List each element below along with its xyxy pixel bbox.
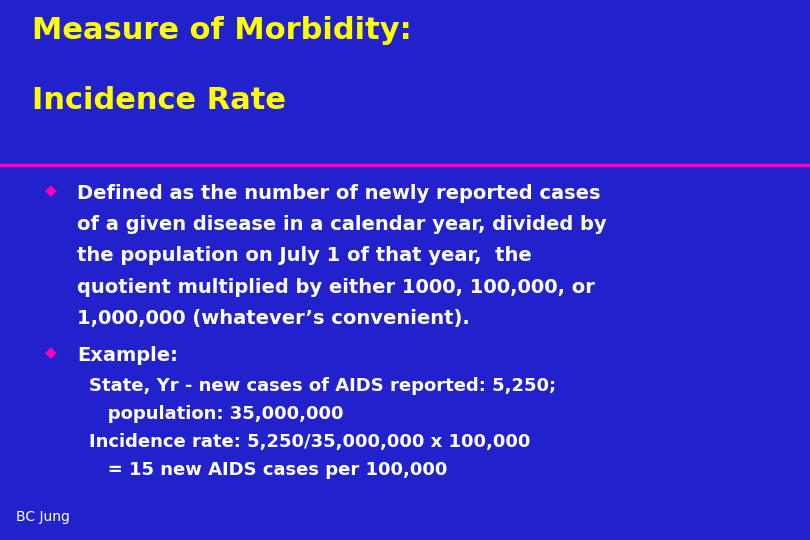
Text: State, Yr - new cases of AIDS reported: 5,250;: State, Yr - new cases of AIDS reported: …	[89, 377, 556, 395]
Text: Incidence Rate: Incidence Rate	[32, 86, 287, 116]
Text: the population on July 1 of that year,  the: the population on July 1 of that year, t…	[77, 246, 531, 265]
Text: quotient multiplied by either 1000, 100,000, or: quotient multiplied by either 1000, 100,…	[77, 278, 595, 296]
Text: Incidence rate: 5,250/35,000,000 x 100,000: Incidence rate: 5,250/35,000,000 x 100,0…	[89, 433, 531, 451]
Text: Measure of Morbidity:: Measure of Morbidity:	[32, 16, 412, 45]
Text: of a given disease in a calendar year, divided by: of a given disease in a calendar year, d…	[77, 215, 607, 234]
Text: ◆: ◆	[45, 346, 57, 361]
Text: Defined as the number of newly reported cases: Defined as the number of newly reported …	[77, 184, 600, 202]
Text: BC Jung: BC Jung	[16, 510, 70, 524]
Text: ◆: ◆	[45, 184, 57, 199]
Text: Example:: Example:	[77, 346, 178, 365]
Text: = 15 new AIDS cases per 100,000: = 15 new AIDS cases per 100,000	[89, 461, 447, 479]
Text: population: 35,000,000: population: 35,000,000	[89, 405, 343, 423]
Text: 1,000,000 (whatever’s convenient).: 1,000,000 (whatever’s convenient).	[77, 309, 470, 328]
